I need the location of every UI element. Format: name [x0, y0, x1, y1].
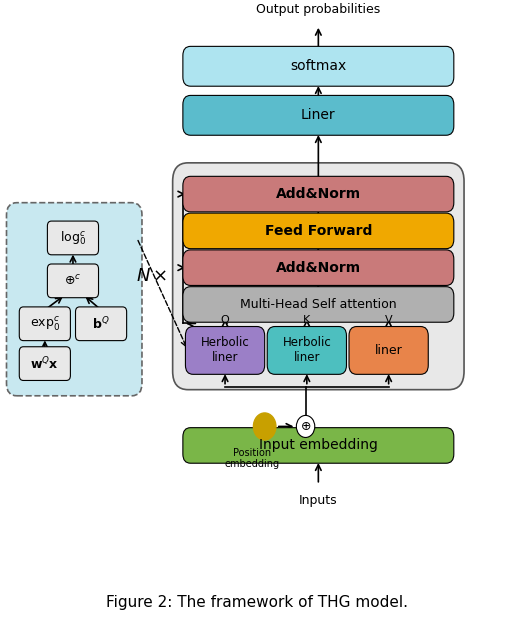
Text: Herbolic
liner: Herbolic liner: [200, 336, 249, 364]
Text: Position
embedding: Position embedding: [224, 448, 280, 469]
Text: K: K: [303, 315, 310, 325]
FancyBboxPatch shape: [47, 221, 99, 255]
FancyBboxPatch shape: [183, 250, 454, 285]
FancyBboxPatch shape: [20, 307, 70, 341]
FancyBboxPatch shape: [173, 163, 464, 389]
FancyBboxPatch shape: [76, 307, 126, 341]
Text: V: V: [385, 315, 393, 325]
FancyBboxPatch shape: [183, 286, 454, 322]
Text: Q: Q: [221, 315, 229, 325]
Circle shape: [297, 416, 315, 437]
Text: Feed Forward: Feed Forward: [265, 224, 372, 238]
Text: Output probabilities: Output probabilities: [256, 2, 380, 16]
FancyBboxPatch shape: [183, 427, 454, 463]
Text: Inputs: Inputs: [299, 494, 338, 507]
Text: $N\times$: $N\times$: [136, 267, 168, 285]
FancyBboxPatch shape: [47, 264, 99, 298]
Text: Add&Norm: Add&Norm: [276, 261, 361, 275]
FancyBboxPatch shape: [186, 326, 265, 374]
Text: $\oplus$: $\oplus$: [300, 420, 311, 433]
Text: Multi-Head Self attention: Multi-Head Self attention: [240, 298, 397, 311]
FancyBboxPatch shape: [349, 326, 428, 374]
Text: Figure 2: The framework of THG model.: Figure 2: The framework of THG model.: [106, 595, 408, 610]
FancyBboxPatch shape: [183, 213, 454, 249]
Text: Liner: Liner: [301, 109, 336, 122]
Text: Add&Norm: Add&Norm: [276, 187, 361, 201]
FancyBboxPatch shape: [183, 95, 454, 135]
Text: liner: liner: [375, 344, 402, 357]
Circle shape: [253, 413, 276, 440]
Text: Herbolic
liner: Herbolic liner: [283, 336, 331, 364]
Text: $\log_0^c$: $\log_0^c$: [60, 229, 86, 246]
FancyBboxPatch shape: [267, 326, 346, 374]
Text: $\oplus^c$: $\oplus^c$: [64, 274, 82, 288]
FancyBboxPatch shape: [183, 177, 454, 212]
Text: Input embedding: Input embedding: [259, 439, 378, 452]
Text: $\mathbf{w}^Q\mathbf{x}$: $\mathbf{w}^Q\mathbf{x}$: [30, 355, 59, 372]
Text: softmax: softmax: [290, 59, 346, 73]
FancyBboxPatch shape: [183, 46, 454, 86]
Text: $\exp_0^c$: $\exp_0^c$: [30, 315, 60, 333]
FancyBboxPatch shape: [20, 347, 70, 381]
Text: $\mathbf{b}^Q$: $\mathbf{b}^Q$: [93, 316, 110, 332]
FancyBboxPatch shape: [7, 203, 142, 396]
